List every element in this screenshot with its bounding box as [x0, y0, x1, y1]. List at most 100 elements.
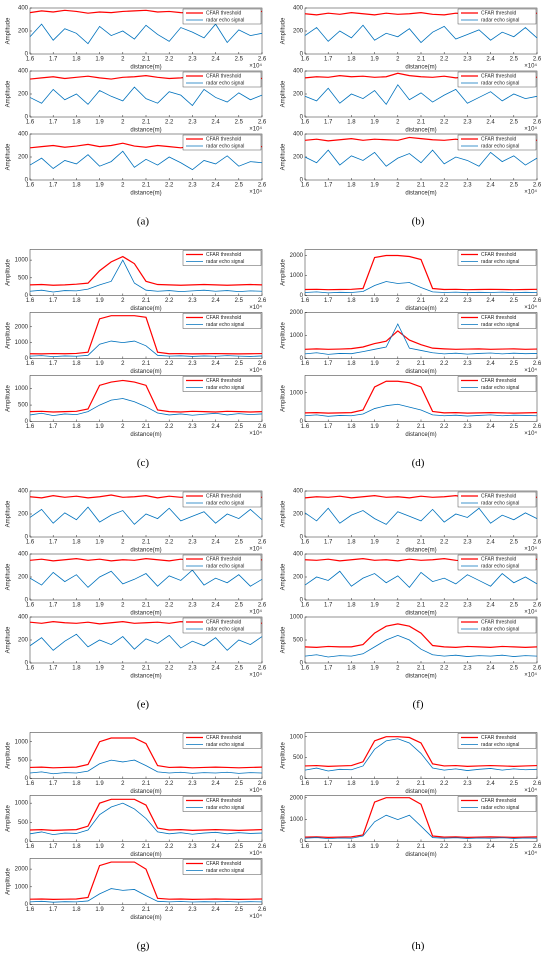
- legend-label: CFAR threshold: [481, 619, 517, 625]
- y-tick-label: 0: [25, 902, 29, 908]
- x-axis-label: distance(m): [130, 611, 161, 617]
- y-axis-label: Amplitude: [281, 17, 287, 44]
- series-line: [29, 759, 263, 775]
- y-tick-label: 1000: [290, 734, 304, 740]
- y-tick-label: 0: [300, 178, 304, 184]
- x-tick-label: 2.1: [417, 57, 426, 63]
- x-tick-label: 1.8: [347, 781, 356, 787]
- x-tick-label: 2.5: [510, 57, 519, 63]
- series-line: [304, 570, 538, 588]
- x-tick-label: 1.8: [72, 844, 81, 850]
- x-tick-label: 2.1: [142, 120, 151, 126]
- legend-label: radar echo signal: [481, 259, 519, 265]
- x-tick-label: 2.6: [533, 57, 542, 63]
- x-tick-label: 2.4: [211, 603, 220, 609]
- legend-label: radar echo signal: [206, 259, 244, 265]
- x-tick-label: 1.8: [72, 298, 81, 304]
- legend-label: radar echo signal: [206, 17, 244, 23]
- y-tick-label: 0: [25, 598, 29, 604]
- legend-label: CFAR threshold: [206, 798, 242, 804]
- panel-label: (d): [412, 457, 425, 469]
- y-tick-label: 0: [25, 535, 29, 541]
- x-tick-label: 2.5: [510, 781, 519, 787]
- x-tick-label: 2: [396, 120, 400, 126]
- x-tick-label: 2.5: [510, 183, 519, 189]
- x-tick-label: 2.1: [142, 183, 151, 189]
- x-tick-label: 2.1: [142, 57, 151, 63]
- x-tick-label: 2.4: [486, 183, 495, 189]
- x-tick-label: 2.3: [188, 666, 197, 672]
- y-tick-label: 200: [293, 29, 304, 35]
- legend-label: CFAR threshold: [206, 315, 242, 321]
- y-axis-label: Amplitude: [6, 385, 12, 412]
- x-tick-label: 2.5: [510, 540, 519, 546]
- series-line: [304, 323, 538, 355]
- x-tick-label: 2.4: [211, 540, 220, 546]
- x-tick-label: 2.2: [440, 424, 449, 430]
- x-tick-label: 2.3: [463, 298, 472, 304]
- legend-label: radar echo signal: [481, 385, 519, 391]
- x-tick-label: 2.1: [142, 603, 151, 609]
- y-tick-label: 500: [293, 755, 304, 761]
- x-tick-label: 1.9: [95, 603, 104, 609]
- x-tick-label: 2.1: [142, 666, 151, 672]
- legend-label: radar echo signal: [206, 742, 244, 748]
- x-tick-label: 1.7: [49, 120, 58, 126]
- y-axis-label: Amplitude: [281, 805, 287, 832]
- x-axis-label: distance(m): [405, 852, 436, 858]
- x-tick-label: 2.4: [211, 666, 220, 672]
- legend-label: radar echo signal: [481, 805, 519, 811]
- y-tick-label: 400: [18, 615, 29, 621]
- x-tick-label: 1.7: [324, 120, 333, 126]
- x-tick-label: 2.3: [188, 603, 197, 609]
- legend-label: CFAR threshold: [206, 735, 242, 741]
- x-tick-label: 2.6: [533, 844, 542, 850]
- y-axis-label: Amplitude: [6, 322, 12, 349]
- x-tick-label: 1.7: [49, 424, 58, 430]
- x-multiplier: ×10⁴: [249, 850, 262, 857]
- x-tick-label: 1.6: [301, 540, 310, 546]
- series-line: [29, 340, 263, 358]
- x-tick-label: 2.6: [533, 183, 542, 189]
- x-tick-label: 1.9: [370, 57, 379, 63]
- x-tick-label: 2.4: [211, 57, 220, 63]
- legend-label: CFAR threshold: [206, 619, 242, 625]
- x-tick-label: 2.6: [533, 540, 542, 546]
- y-tick-label: 500: [18, 820, 29, 826]
- y-axis-label: Amplitude: [6, 742, 12, 769]
- y-axis-label: Amplitude: [6, 868, 12, 895]
- series-line: [304, 254, 538, 291]
- y-tick-label: 400: [293, 69, 304, 75]
- legend-label: CFAR threshold: [206, 73, 242, 79]
- x-tick-label: 1.9: [95, 57, 104, 63]
- y-tick-label: 400: [18, 69, 29, 75]
- x-tick-label: 2.5: [235, 540, 244, 546]
- y-axis-label: Amplitude: [281, 563, 287, 590]
- x-tick-label: 1.8: [72, 907, 81, 913]
- x-tick-label: 2.6: [258, 361, 267, 367]
- legend-label: CFAR threshold: [481, 73, 517, 79]
- x-tick-label: 2.3: [463, 361, 472, 367]
- series-line: [304, 281, 538, 294]
- x-tick-label: 2.1: [417, 781, 426, 787]
- x-tick-label: 2.5: [235, 844, 244, 850]
- x-tick-label: 2.4: [486, 57, 495, 63]
- y-tick-label: 1000: [290, 333, 304, 339]
- x-tick-label: 1.6: [301, 424, 310, 430]
- x-tick-label: 2.3: [188, 844, 197, 850]
- x-tick-label: 2.6: [258, 666, 267, 672]
- x-multiplier: ×10⁴: [249, 672, 262, 679]
- x-tick-label: 2: [396, 666, 400, 672]
- x-tick-label: 2.2: [440, 603, 449, 609]
- panel-label: (h): [412, 940, 425, 952]
- x-tick-label: 2: [121, 57, 125, 63]
- legend-label: radar echo signal: [206, 805, 244, 811]
- x-tick-label: 2.1: [142, 907, 151, 913]
- legend-label: radar echo signal: [206, 322, 244, 328]
- x-tick-label: 1.7: [49, 540, 58, 546]
- x-tick-label: 1.6: [301, 298, 310, 304]
- x-tick-label: 1.9: [95, 298, 104, 304]
- x-tick-label: 2.2: [165, 907, 174, 913]
- x-tick-label: 2: [396, 183, 400, 189]
